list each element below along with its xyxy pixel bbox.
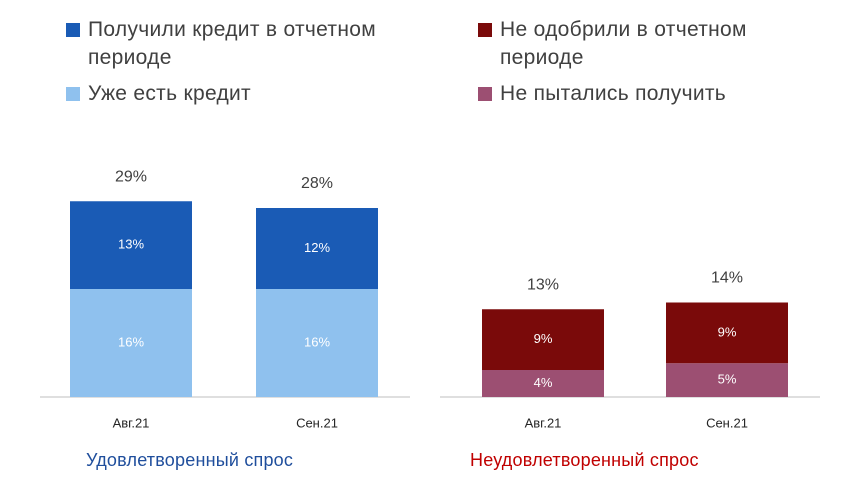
legend-right: Не одобрили в отчетном периоде Не пытали… [478, 16, 818, 108]
legend-item-received: Получили кредит в отчетном периоде [66, 16, 426, 72]
total-label-unsatisfied-1: 14% [711, 270, 743, 287]
bar-segment-unsatisfied-1-0 [666, 363, 788, 397]
bar-segment-satisfied-0-0 [70, 289, 192, 397]
segment-label-unsatisfied-1-0: 5% [718, 372, 737, 387]
x-tick-label-satisfied-1: Сен.21 [296, 415, 338, 430]
legend-label-received: Получили кредит в отчетном периоде [88, 18, 376, 69]
segment-label-satisfied-1-1: 12% [304, 240, 330, 255]
x-tick-label-unsatisfied-0: Авг.21 [525, 415, 562, 430]
legend-item-not-tried: Не пытались получить [478, 80, 818, 108]
segment-label-satisfied-0-1: 13% [118, 237, 144, 252]
legend-item-has-credit: Уже есть кредит [66, 80, 426, 108]
bar-segment-unsatisfied-1-1 [666, 302, 788, 364]
segment-label-satisfied-0-0: 16% [118, 334, 144, 349]
legend-label-has-credit: Уже есть кредит [88, 82, 251, 105]
x-tick-label-unsatisfied-1: Сен.21 [706, 415, 748, 430]
legend-swatch-not-approved [478, 23, 492, 37]
total-label-unsatisfied-0: 13% [527, 276, 559, 293]
bar-segment-unsatisfied-0-0 [482, 370, 604, 397]
segment-label-unsatisfied-0-0: 4% [534, 375, 553, 390]
bar-segment-unsatisfied-0-1 [482, 309, 604, 370]
legend-swatch-has-credit [66, 87, 80, 101]
bar-segment-satisfied-1-0 [256, 289, 378, 397]
x-tick-label-satisfied-0: Авг.21 [113, 415, 150, 430]
total-label-satisfied-1: 28% [301, 175, 333, 192]
segment-label-unsatisfied-1-1: 9% [718, 324, 737, 339]
chart-title-satisfied: Удовлетворенный спрос [86, 450, 294, 470]
segment-label-satisfied-1-0: 16% [304, 334, 330, 349]
legend-left: Получили кредит в отчетном периоде Уже е… [66, 16, 426, 108]
bar-segment-satisfied-0-1 [70, 201, 192, 289]
total-label-satisfied-0: 29% [115, 168, 147, 185]
legend-swatch-not-tried [478, 87, 492, 101]
legend-swatch-received [66, 23, 80, 37]
chart-title-unsatisfied: Неудовлетворенный спрос [470, 450, 699, 470]
segment-label-unsatisfied-0-1: 9% [534, 331, 553, 346]
bar-segment-satisfied-1-1 [256, 208, 378, 289]
legend-label-not-approved: Не одобрили в отчетном периоде [500, 18, 747, 69]
legend-label-not-tried: Не пытались получить [500, 82, 727, 105]
legend-item-not-approved: Не одобрили в отчетном периоде [478, 16, 818, 72]
